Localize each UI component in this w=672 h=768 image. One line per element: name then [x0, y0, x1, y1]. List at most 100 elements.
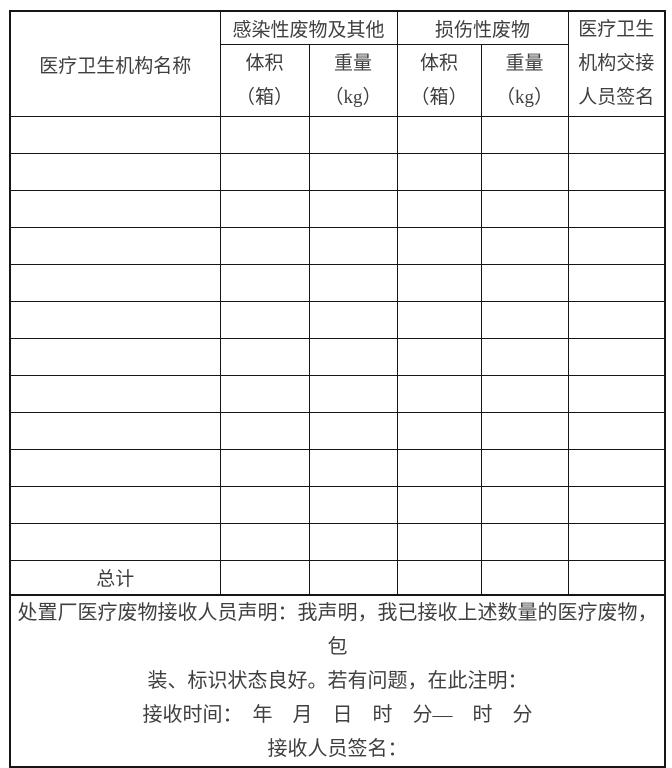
table-row: [9, 227, 666, 265]
table-row: [9, 412, 666, 450]
empty-cell: [219, 190, 310, 228]
medical-waste-receipt-form: 医疗卫生机构名称 感染性废物及其他 损伤性废物 医疗卫生 机构交接 人员签名 体…: [9, 10, 667, 768]
empty-cell: [396, 116, 482, 154]
table-row: [9, 523, 666, 561]
empty-cell: [9, 264, 221, 302]
empty-cell: [567, 523, 666, 561]
volume-unit: （箱）: [235, 86, 293, 108]
empty-cell: [396, 375, 482, 413]
empty-cell: [567, 486, 666, 524]
receive-time-line: 接收时间： 年 月 日 时 分— 时 分: [142, 704, 533, 726]
empty-cell: [396, 486, 482, 524]
header-group-sharps-waste: 损伤性废物: [396, 10, 569, 45]
volume-label: 体积: [420, 52, 459, 74]
empty-cell: [396, 190, 482, 228]
empty-cell: [9, 227, 221, 265]
empty-cell: [480, 449, 569, 487]
declaration-line-1: 处置厂医疗废物接收人员声明：我声明，我已接收上述数量的医疗废物，包: [17, 602, 658, 658]
empty-cell: [396, 560, 482, 596]
empty-cell: [308, 449, 398, 487]
declaration-line-2: 装、标识状态良好。若有问题，在此注明：: [147, 670, 528, 692]
empty-cell: [9, 338, 221, 376]
empty-cell: [9, 486, 221, 524]
signature-col-line-1: 医疗卫生: [578, 19, 655, 40]
table-row: [9, 449, 666, 487]
empty-cell: [308, 227, 398, 265]
weight-label: 重量: [505, 52, 544, 74]
weight-label: 重量: [334, 52, 373, 74]
empty-cell: [308, 375, 398, 413]
header-institution-name: 医疗卫生机构名称: [9, 10, 221, 117]
empty-cell: [9, 190, 221, 228]
empty-cell: [219, 486, 310, 524]
empty-cell: [396, 523, 482, 561]
empty-cell: [308, 264, 398, 302]
volume-label: 体积: [245, 52, 284, 74]
waste-record-table: 医疗卫生机构名称 感染性废物及其他 损伤性废物 医疗卫生 机构交接 人员签名 体…: [9, 10, 667, 768]
empty-cell: [567, 301, 666, 339]
empty-cell: [567, 153, 666, 191]
empty-cell: [9, 523, 221, 561]
empty-cell: [308, 190, 398, 228]
empty-cell: [308, 301, 398, 339]
empty-cell: [567, 338, 666, 376]
signature-col-line-2: 机构交接: [578, 53, 655, 74]
empty-cell: [219, 338, 310, 376]
empty-cell: [480, 153, 569, 191]
empty-cell: [9, 153, 221, 191]
table-row: [9, 375, 666, 413]
footer-row: 处置厂医疗废物接收人员声明：我声明，我已接收上述数量的医疗废物，包 装、标识状态…: [9, 594, 666, 768]
empty-cell: [396, 412, 482, 450]
table-row: [9, 190, 666, 228]
weight-unit: （kg）: [324, 86, 382, 108]
empty-cell: [9, 449, 221, 487]
empty-cell: [308, 412, 398, 450]
empty-cell: [308, 153, 398, 191]
empty-cell: [308, 338, 398, 376]
empty-cell: [480, 301, 569, 339]
empty-cell: [308, 486, 398, 524]
empty-cell: [308, 560, 398, 596]
empty-cell: [308, 116, 398, 154]
declaration-block: 处置厂医疗废物接收人员声明：我声明，我已接收上述数量的医疗废物，包 装、标识状态…: [9, 594, 666, 768]
header-handover-signature: 医疗卫生 机构交接 人员签名: [567, 10, 666, 117]
empty-cell: [480, 227, 569, 265]
empty-cell: [219, 301, 310, 339]
empty-cell: [480, 190, 569, 228]
empty-cell: [9, 412, 221, 450]
empty-cell: [219, 375, 310, 413]
table-row: [9, 153, 666, 191]
empty-cell: [9, 116, 221, 154]
empty-cell: [396, 338, 482, 376]
empty-cell: [396, 264, 482, 302]
empty-cell: [219, 523, 310, 561]
table-row: [9, 486, 666, 524]
empty-cell: [9, 301, 221, 339]
empty-cell: [480, 375, 569, 413]
empty-cell: [567, 375, 666, 413]
table-row: [9, 264, 666, 302]
empty-cell: [567, 412, 666, 450]
empty-cell: [219, 560, 310, 596]
weight-unit: （kg）: [496, 86, 554, 108]
empty-cell: [219, 153, 310, 191]
empty-cell: [480, 486, 569, 524]
empty-cell: [567, 449, 666, 487]
header-weight-1: 重量 （kg）: [308, 44, 398, 117]
empty-cell: [480, 523, 569, 561]
empty-cell: [396, 301, 482, 339]
header-weight-2: 重量 （kg）: [480, 44, 569, 117]
empty-cell: [219, 116, 310, 154]
empty-cell: [480, 338, 569, 376]
header-group-infectious-waste: 感染性废物及其他: [219, 10, 398, 45]
empty-cell: [219, 227, 310, 265]
table-row: [9, 338, 666, 376]
empty-cell: [396, 153, 482, 191]
empty-cell: [219, 449, 310, 487]
empty-cell: [219, 412, 310, 450]
empty-cell: [308, 523, 398, 561]
empty-cell: [567, 227, 666, 265]
table-row: [9, 301, 666, 339]
empty-cell: [480, 560, 569, 596]
header-volume-1: 体积 （箱）: [219, 44, 310, 117]
